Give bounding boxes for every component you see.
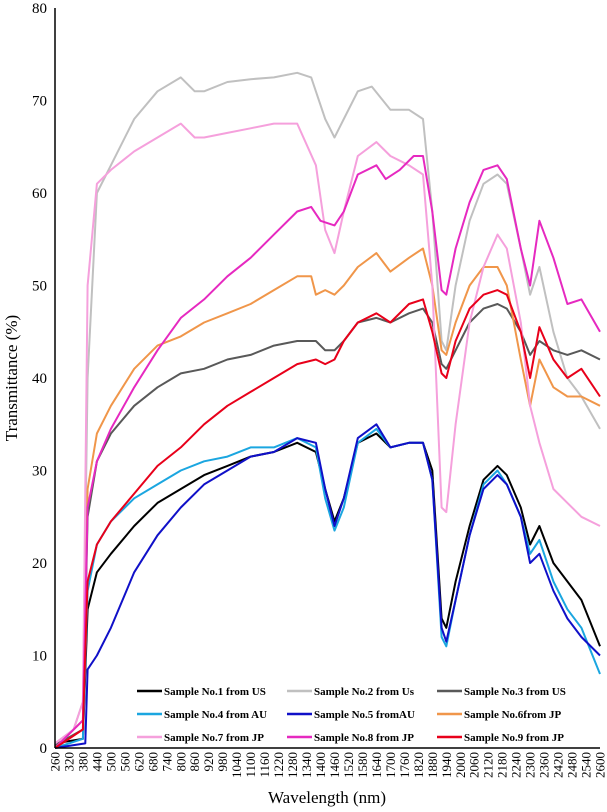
x-tick-label: 560 [117,752,132,772]
x-tick-label: 2600 [593,752,607,778]
x-tick-labels: 2603203804405005606206807408008609209801… [48,752,607,778]
y-tick-label: 10 [32,649,47,665]
series-line-8 [54,155,601,749]
y-tick-label: 30 [32,464,47,480]
x-tick-label: 620 [131,752,146,772]
legend-item: Sample No.9 from JP [437,732,564,744]
x-tick-label: 680 [145,752,160,772]
legend-label: Sample No.2 from Us [314,686,415,698]
x-tick-label: 1580 [355,752,370,778]
x-tick-label: 1280 [285,752,300,778]
legend-item: Sample No.1 from US [137,686,266,698]
x-tick-label: 2480 [565,752,580,778]
legend-label: Sample No.7 from JP [164,732,264,744]
legend-item: Sample No.3 from US [437,686,566,698]
series-line-5 [54,423,601,749]
x-tick-label: 1880 [425,752,440,778]
series-line-4 [54,427,601,749]
x-tick-label: 1340 [299,752,314,778]
x-tick-label: 1520 [341,752,356,778]
x-tick-label: 2120 [481,752,496,778]
x-tick-label: 980 [215,752,230,772]
legend-label: Sample No.1 from US [164,686,266,698]
x-tick-label: 860 [187,752,202,772]
y-tick-label: 80 [32,1,47,17]
x-tick-label: 1400 [313,752,328,778]
series-line-1 [54,432,601,745]
y-tick-label: 0 [40,741,48,757]
legend-item: Sample No.6from JP [437,709,562,721]
legend-label: Sample No.9 from JP [464,732,564,744]
legend-item: Sample No.5 fromAU [287,709,415,721]
x-tick-label: 1040 [229,752,244,778]
x-tick-label: 1160 [257,752,272,778]
x-tick-label: 1640 [369,752,384,778]
x-tick-label: 1940 [439,752,454,778]
legend-item: Sample No.2 from Us [287,686,415,698]
legend-item: Sample No.8 from JP [287,732,414,744]
legend-item: Sample No.7 from JP [137,732,264,744]
x-tick-label: 1820 [411,752,426,778]
x-tick-label: 2360 [537,752,552,778]
legend-label: Sample No.8 from JP [314,732,414,744]
legend-label: Sample No.6from JP [464,709,562,721]
x-axis-label: Wavelength (nm) [268,788,386,807]
x-tick-label: 1100 [243,752,258,778]
legend-label: Sample No.5 fromAU [314,709,415,721]
x-tick-label: 2000 [453,752,468,778]
series-line-2 [54,71,601,745]
x-tick-label: 2060 [467,752,482,778]
x-tick-label: 2240 [509,752,524,778]
series-line-7 [54,122,601,745]
x-tick-label: 440 [89,752,104,772]
x-tick-label: 2420 [551,752,566,778]
legend-label: Sample No.3 from US [464,686,566,698]
legend-item: Sample No.4 from AU [137,709,267,721]
axes [54,8,600,749]
y-tick-label: 70 [32,94,47,110]
x-tick-label: 1220 [271,752,286,778]
x-tick-label: 260 [48,752,63,772]
y-tick-labels: 0 10 20 30 40 50 60 70 80 [32,1,47,757]
series-layer [54,71,601,749]
y-tick-label: 40 [32,371,47,387]
x-tick-label: 380 [75,752,90,772]
legend-label: Sample No.4 from AU [164,709,267,721]
y-tick-label: 50 [32,279,47,295]
x-tick-label: 1760 [397,752,412,778]
series-line-9 [54,289,601,749]
y-tick-label: 60 [32,186,47,202]
y-axis-label: Transmittance (%) [2,315,21,441]
x-tick-label: 920 [201,752,216,772]
x-tick-label: 2180 [495,752,510,778]
x-tick-label: 1700 [383,752,398,778]
x-tick-label: 320 [61,752,76,772]
x-tick-label: 800 [173,752,188,772]
x-tick-label: 500 [103,752,118,772]
legend: Sample No.1 from US Sample No.2 from Us Sa… [137,686,566,744]
x-tick-label: 2540 [579,752,594,778]
x-tick-label: 740 [159,752,174,772]
y-tick-label: 20 [32,556,47,572]
x-tick-label: 2300 [523,752,538,778]
x-tick-label: 1460 [327,752,342,778]
